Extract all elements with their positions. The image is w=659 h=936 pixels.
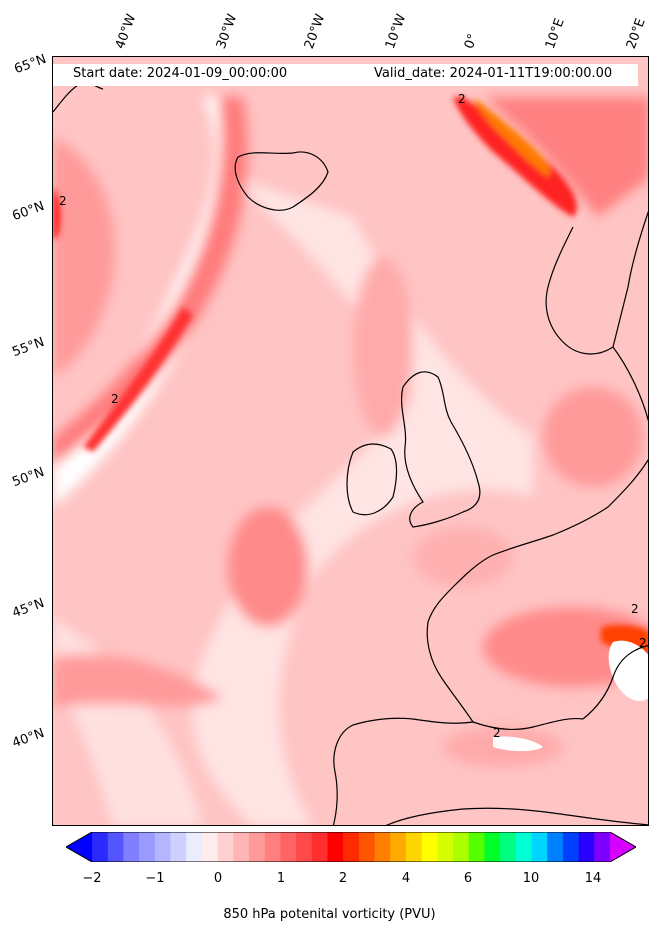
- colorbar-segment: [390, 832, 407, 862]
- colorbar-segment: [296, 832, 313, 862]
- colorbar-tick: 4: [401, 871, 411, 886]
- colorbar-segment: [154, 832, 171, 862]
- lat-label-50n: 50°N: [10, 464, 47, 491]
- colorbar-tick: −1: [145, 871, 165, 886]
- colorbar-segment: [421, 832, 438, 862]
- colorbar-segment: [92, 832, 109, 862]
- colorbar-segment: [248, 832, 266, 862]
- lon-label-20e: 20°E: [623, 16, 649, 51]
- lon-label-20w: 20°W: [301, 12, 329, 51]
- lat-label-55n: 55°N: [10, 334, 47, 361]
- contour-label: 2: [631, 602, 639, 616]
- colorbar-extend-high: [610, 832, 636, 862]
- colorbar-segment: [500, 832, 517, 862]
- contour-label: 2: [59, 194, 67, 208]
- map-canvas: 2 2 2 2 2 2: [53, 57, 648, 825]
- lon-label-30w: 30°W: [213, 12, 241, 51]
- colorbar-segment: [405, 832, 423, 862]
- colorbar-tick: 6: [463, 871, 473, 886]
- colorbar-segment: [170, 832, 187, 862]
- colorbar-segment: [358, 832, 376, 862]
- lon-label-0: 0°: [461, 31, 482, 51]
- contour-label: 2: [111, 392, 119, 406]
- colorbar-segment: [311, 832, 328, 862]
- colorbar-segment: [468, 832, 485, 862]
- lat-label-65n: 65°N: [12, 51, 49, 78]
- start-date-label: Start date: 2024-01-09_00:00:00: [73, 66, 288, 81]
- lon-label-10e: 10°E: [542, 16, 568, 51]
- colorbar-segment: [264, 832, 281, 862]
- colorbar-segment: [547, 832, 564, 862]
- pv-map: 2 2 2 2 2 2: [52, 56, 649, 826]
- colorbar-segment: [280, 832, 297, 862]
- colorbar-tick: 14: [584, 871, 602, 886]
- colorbar-segment: [327, 832, 344, 862]
- colorbar-tick: −2: [82, 871, 102, 886]
- colorbar-segment: [453, 832, 470, 862]
- colorbar-extend-low: [66, 832, 92, 862]
- colorbar-tick: 2: [338, 871, 348, 886]
- colorbar-segment: [578, 832, 595, 862]
- lon-label-10w: 10°W: [382, 12, 410, 51]
- valid-date-label: Valid_date: 2024-01-11T19:00:00.00: [374, 66, 613, 81]
- colorbar-segment: [217, 832, 234, 862]
- colorbar-segment: [531, 832, 548, 862]
- colorbar-segment: [186, 832, 203, 862]
- colorbar-segment: [562, 832, 580, 862]
- colorbar-segment: [123, 832, 140, 862]
- colorbar-segment: [515, 832, 533, 862]
- lon-label-40w: 40°W: [112, 12, 140, 51]
- colorbar-segment: [343, 832, 360, 862]
- colorbar-segment: [107, 832, 124, 862]
- colorbar-segment: [139, 832, 156, 862]
- colorbar-segment: [374, 832, 391, 862]
- lat-label-45n: 45°N: [10, 595, 47, 622]
- colorbar: [66, 832, 636, 862]
- contour-label: 2: [458, 92, 466, 106]
- lat-label-40n: 40°N: [10, 725, 47, 752]
- colorbar-label: 850 hPa potenital vorticity (PVU): [223, 907, 436, 922]
- colorbar-segment: [437, 832, 454, 862]
- colorbar-tick: 0: [213, 871, 223, 886]
- header-strip: [53, 64, 638, 86]
- colorbar-segment: [201, 832, 219, 862]
- colorbar-tick: 1: [276, 871, 286, 886]
- contour-label: 2: [639, 636, 647, 650]
- colorbar-segment: [233, 832, 250, 862]
- contour-label: 2: [493, 726, 501, 740]
- colorbar-tick: 10: [522, 871, 540, 886]
- colorbar-segment: [594, 832, 611, 862]
- colorbar-segment: [484, 832, 501, 862]
- lat-label-60n: 60°N: [10, 198, 47, 225]
